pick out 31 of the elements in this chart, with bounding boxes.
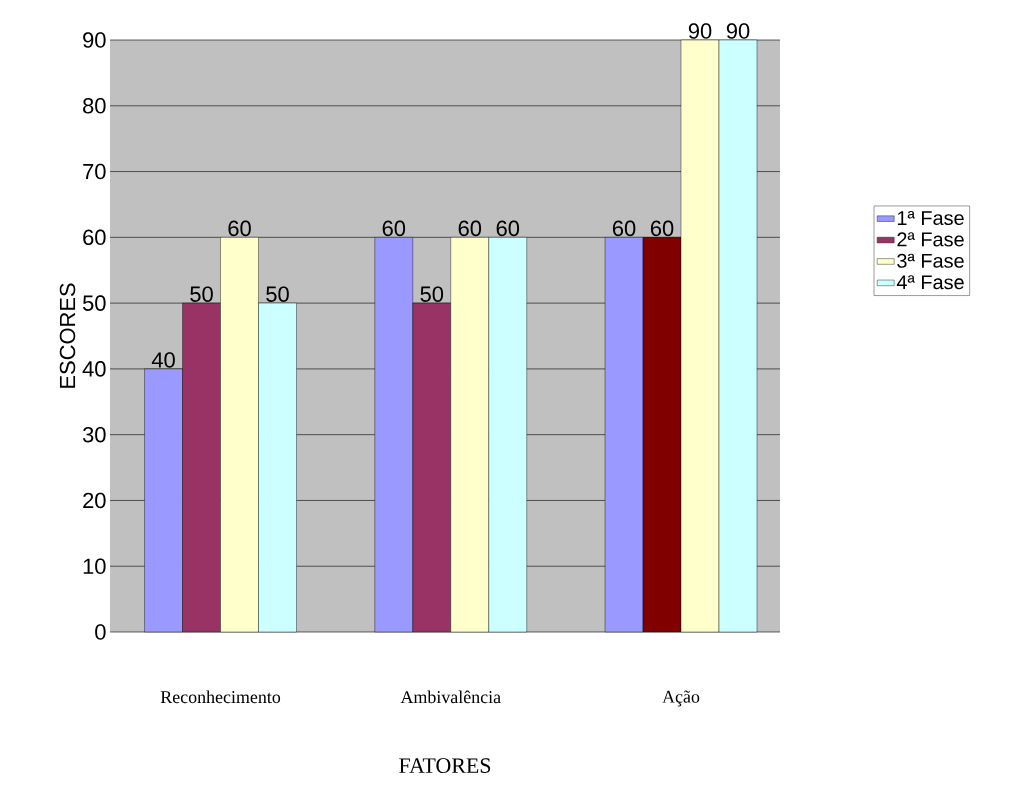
x-tick-label: Reconhecimento [160, 690, 281, 704]
y-tick-label: 20 [83, 492, 106, 509]
data-label: 60 [496, 220, 520, 237]
data-label: 90 [688, 23, 712, 39]
data-label: 60 [612, 220, 636, 237]
y-tick-label: 70 [83, 163, 106, 180]
legend-label: 3ª Fase [897, 253, 964, 268]
y-tick-label: 60 [83, 229, 106, 246]
x-tick-label: Ambivalência [400, 690, 501, 704]
data-label: 50 [266, 286, 289, 302]
data-label: 60 [650, 220, 674, 237]
y-axis-title: ESCORES [59, 283, 76, 388]
data-label: 60 [458, 220, 482, 237]
data-label: 50 [420, 286, 444, 302]
y-tick-label: 30 [82, 426, 106, 443]
y-tick-label: 40 [82, 361, 106, 377]
data-label: 90 [726, 23, 750, 39]
data-label: 60 [228, 220, 251, 237]
y-tick-label: 80 [83, 98, 106, 114]
legend-label: 2ª Fase [897, 232, 964, 247]
x-axis-title: FATORES [399, 758, 491, 773]
y-tick-label: 10 [83, 558, 106, 574]
data-label: 60 [382, 220, 406, 237]
legend-label: 1ª Fase [897, 210, 964, 226]
legend-label: 4ª Fase [896, 275, 964, 290]
x-tick-label: Ação [662, 690, 700, 707]
data-label: 40 [151, 352, 175, 368]
y-tick-label: 50 [82, 295, 106, 311]
y-tick-label: 90 [83, 32, 106, 48]
y-tick-label: 0 [95, 624, 106, 640]
data-label: 50 [190, 286, 213, 302]
